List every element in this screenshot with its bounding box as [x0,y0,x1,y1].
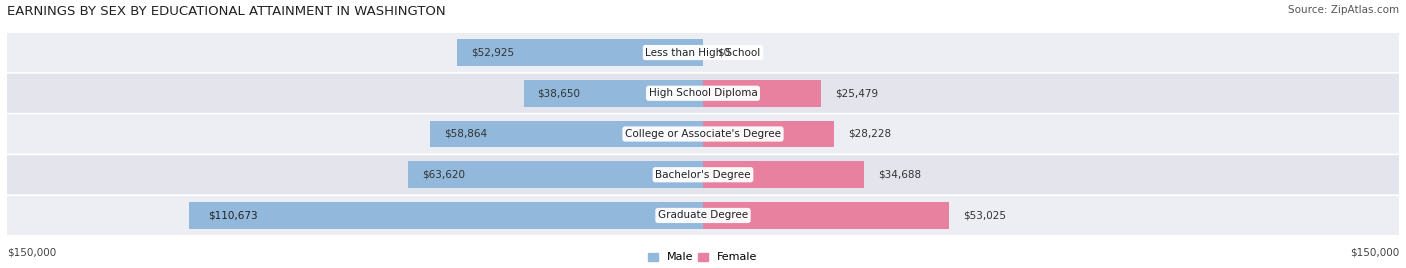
FancyBboxPatch shape [7,33,1399,72]
Text: Bachelor's Degree: Bachelor's Degree [655,170,751,180]
Text: $150,000: $150,000 [1350,247,1399,257]
Bar [703,121,834,147]
Text: $38,650: $38,650 [537,88,581,98]
Text: $25,479: $25,479 [835,88,879,98]
Text: $34,688: $34,688 [877,170,921,180]
Text: $0: $0 [717,47,730,58]
Text: $58,864: $58,864 [444,129,486,139]
Bar [408,162,703,188]
Text: $53,025: $53,025 [963,210,1005,221]
Text: $63,620: $63,620 [422,170,465,180]
FancyBboxPatch shape [7,74,1399,113]
Bar [190,202,703,229]
Bar [457,39,703,66]
FancyBboxPatch shape [7,196,1399,235]
Legend: Male, Female: Male, Female [648,252,758,262]
Bar [703,162,863,188]
FancyBboxPatch shape [7,114,1399,154]
Text: $52,925: $52,925 [471,47,515,58]
Text: Less than High School: Less than High School [645,47,761,58]
Text: $150,000: $150,000 [7,247,56,257]
Text: High School Diploma: High School Diploma [648,88,758,98]
Bar [703,202,949,229]
Text: $110,673: $110,673 [208,210,257,221]
Text: EARNINGS BY SEX BY EDUCATIONAL ATTAINMENT IN WASHINGTON: EARNINGS BY SEX BY EDUCATIONAL ATTAINMEN… [7,5,446,18]
Text: Graduate Degree: Graduate Degree [658,210,748,221]
Text: Source: ZipAtlas.com: Source: ZipAtlas.com [1288,5,1399,15]
FancyBboxPatch shape [7,155,1399,194]
Bar [430,121,703,147]
Bar [523,80,703,106]
Text: $28,228: $28,228 [848,129,891,139]
Text: College or Associate's Degree: College or Associate's Degree [626,129,780,139]
Bar [703,80,821,106]
